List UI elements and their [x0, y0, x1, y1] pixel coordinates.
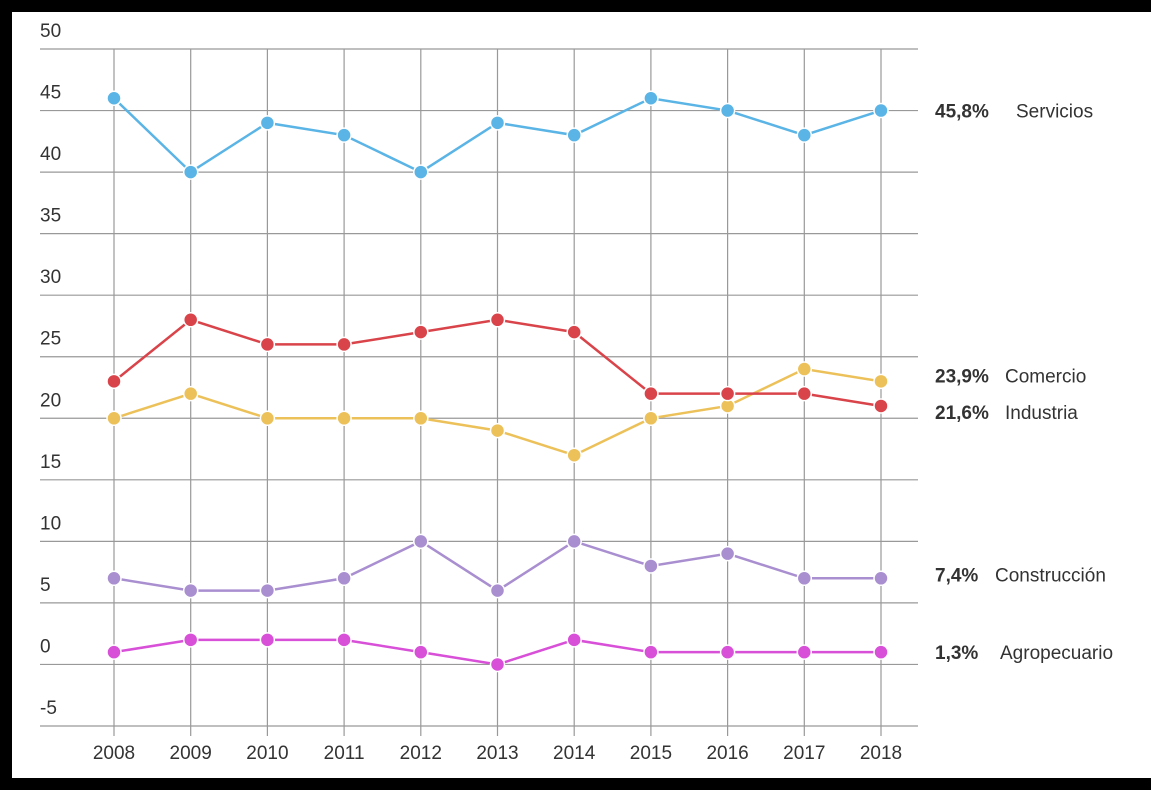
- x-tick-label: 2010: [246, 743, 288, 764]
- end-value-label: 45,8%: [935, 102, 989, 123]
- point: [873, 102, 889, 119]
- point: [336, 336, 352, 353]
- end-value-label: 21,6%: [935, 403, 989, 424]
- point: [796, 127, 813, 143]
- point: [796, 385, 813, 402]
- y-tick-label: 15: [40, 452, 61, 473]
- x-tick-label: 2017: [783, 743, 825, 764]
- point: [259, 632, 276, 648]
- point: [796, 570, 813, 587]
- point: [106, 90, 122, 106]
- point: [259, 336, 276, 353]
- point: [873, 570, 889, 587]
- x-tick-label: 2011: [324, 743, 365, 764]
- y-tick-label: -5: [40, 698, 57, 719]
- point: [873, 373, 889, 390]
- point: [259, 115, 276, 131]
- y-tick-label: 45: [40, 83, 61, 104]
- point: [413, 410, 429, 427]
- point: [413, 644, 429, 660]
- x-tick-label: 2008: [93, 743, 135, 764]
- series-name: Servicios: [1016, 102, 1093, 123]
- point: [719, 644, 736, 660]
- point: [566, 632, 582, 648]
- point: [643, 558, 659, 574]
- point: [336, 570, 352, 587]
- x-tick-label: 2012: [400, 743, 442, 764]
- point: [182, 164, 199, 180]
- point: [873, 644, 889, 660]
- series-name: Industria: [1005, 403, 1078, 424]
- end-value-label: 7,4%: [935, 565, 978, 586]
- end-value-label: 1,3%: [935, 643, 978, 664]
- point: [413, 533, 429, 550]
- point: [259, 410, 276, 427]
- point: [796, 361, 813, 377]
- point: [489, 312, 506, 328]
- y-tick-label: 35: [40, 206, 61, 227]
- point: [796, 644, 813, 660]
- end-value-label: 23,9%: [935, 366, 989, 387]
- point: [873, 398, 889, 414]
- x-tick-label: 2015: [630, 743, 672, 764]
- point: [566, 533, 582, 550]
- point: [719, 385, 736, 402]
- point: [182, 312, 199, 328]
- point: [489, 582, 506, 599]
- point: [413, 164, 429, 180]
- point: [336, 127, 352, 143]
- x-tick-label: 2016: [706, 743, 748, 764]
- point: [182, 632, 199, 648]
- y-tick-label: 25: [40, 329, 61, 350]
- series-name: Construcción: [995, 565, 1106, 586]
- point: [106, 644, 122, 660]
- point: [566, 127, 582, 143]
- point: [106, 373, 122, 390]
- point: [719, 545, 736, 562]
- y-tick-label: 5: [40, 575, 51, 596]
- x-tick-label: 2018: [860, 743, 902, 764]
- point: [336, 632, 352, 648]
- point: [643, 385, 659, 402]
- series-name: Comercio: [1005, 366, 1086, 387]
- point: [566, 324, 582, 340]
- x-tick-label: 2009: [170, 743, 212, 764]
- point: [182, 582, 199, 599]
- point: [643, 644, 659, 660]
- y-tick-label: 50: [40, 21, 61, 42]
- series-name: Agropecuario: [1000, 643, 1113, 664]
- point: [106, 570, 122, 587]
- point: [413, 324, 429, 340]
- point: [643, 410, 659, 427]
- y-tick-label: 20: [40, 390, 61, 411]
- point: [182, 385, 199, 402]
- y-tick-label: 30: [40, 267, 61, 288]
- point: [643, 90, 659, 106]
- point: [719, 102, 736, 119]
- y-tick-label: 40: [40, 144, 61, 165]
- y-tick-label: 10: [40, 513, 61, 534]
- x-tick-label: 2013: [476, 743, 518, 764]
- y-tick-label: 0: [40, 636, 51, 657]
- x-tick-label: 2014: [553, 743, 596, 764]
- point: [336, 410, 352, 427]
- point: [489, 422, 506, 439]
- point: [489, 656, 506, 673]
- point: [106, 410, 122, 427]
- point: [566, 447, 582, 463]
- point: [489, 115, 506, 131]
- point: [259, 582, 276, 599]
